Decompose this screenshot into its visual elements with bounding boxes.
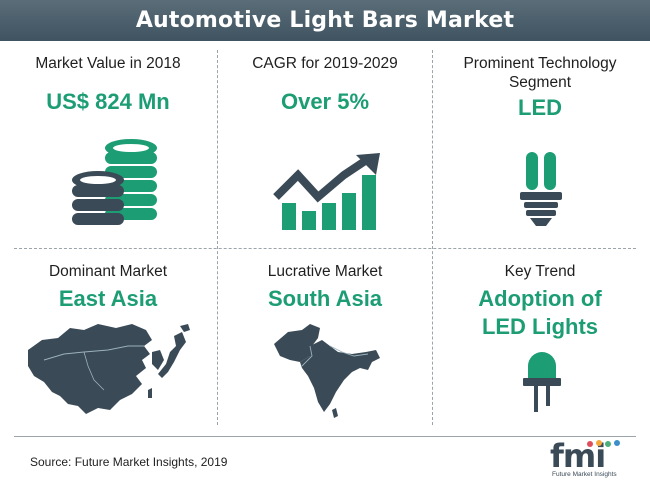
technology-value: LED (518, 95, 562, 120)
divider-vertical-2 (432, 50, 433, 425)
cell-cagr: CAGR for 2019-2029 Over 5% (217, 54, 433, 116)
page-title: Automotive Light Bars Market (135, 8, 515, 33)
logo-tagline: Future Market Insights (552, 471, 617, 478)
market-value-label: Market Value in 2018 (35, 55, 181, 72)
east-asia-map-icon (28, 324, 190, 414)
technology-label-line2: Segment (508, 74, 572, 91)
title-banner: Automotive Light Bars Market (0, 0, 650, 41)
cell-lucrative-market: Lucrative Market South Asia (217, 262, 433, 313)
divider-vertical-1 (217, 50, 218, 425)
key-trend-label: Key Trend (504, 263, 576, 280)
divider-horizontal (14, 248, 636, 249)
market-value-value: US$ 824 Mn (46, 89, 170, 114)
dominant-market-value: East Asia (58, 286, 158, 311)
growth-chart-icon (273, 153, 380, 230)
cell-technology: Prominent Technology Segment LED (432, 54, 648, 122)
logo-dots-icon (587, 440, 620, 447)
key-trend-value-line2: LED Lights (481, 314, 599, 339)
dominant-market-label: Dominant Market (48, 263, 167, 280)
bulb-icon (520, 152, 562, 226)
lucrative-market-value: South Asia (267, 286, 383, 311)
technology-label-line1: Prominent Technology (463, 55, 617, 72)
coins-stack-icon (72, 139, 157, 225)
south-asia-map-icon (274, 324, 380, 418)
lucrative-market-label: Lucrative Market (267, 263, 383, 280)
footer-divider (14, 436, 636, 437)
cell-dominant-market: Dominant Market East Asia (0, 262, 216, 313)
key-trend-value-line1: Adoption of (478, 286, 602, 311)
cell-key-trend: Key Trend Adoption of LED Lights (432, 262, 648, 341)
cagr-label: CAGR for 2019-2029 (252, 55, 398, 72)
cagr-value: Over 5% (280, 89, 370, 114)
led-diode-icon (523, 352, 561, 412)
cell-market-value: Market Value in 2018 US$ 824 Mn (0, 54, 216, 116)
source-note: Source: Future Market Insights, 2019 (30, 455, 228, 469)
